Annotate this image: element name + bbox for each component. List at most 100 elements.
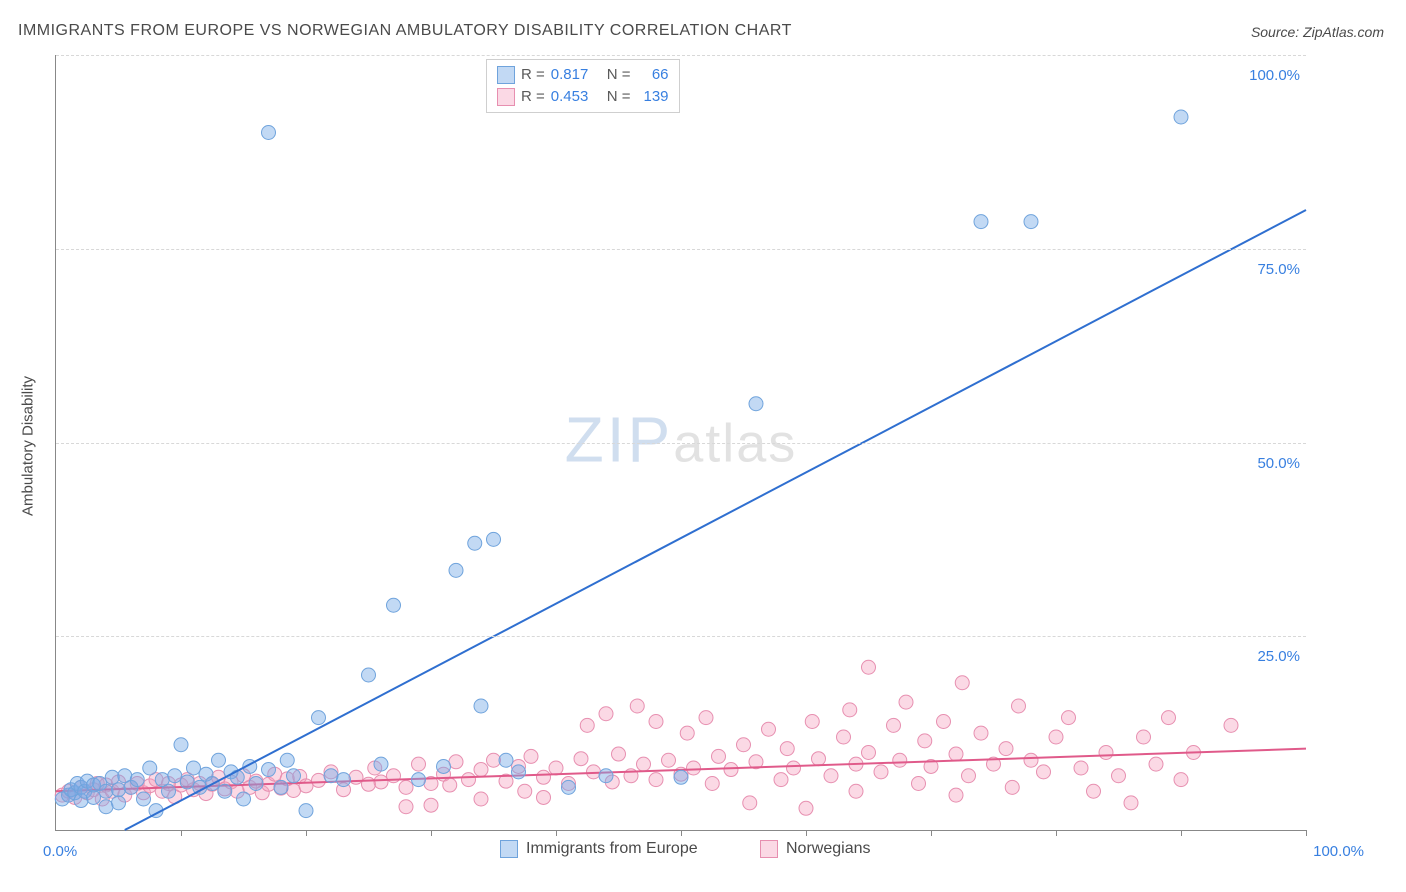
x-tick-label-left: 0.0% <box>43 843 77 860</box>
x-tick-label-right: 100.0% <box>1313 843 1364 860</box>
y-axis-label: Ambulatory Disability <box>20 376 37 516</box>
scatter-point-blue <box>312 711 326 725</box>
scatter-point-blue <box>362 668 376 682</box>
scatter-point-blue <box>280 753 294 767</box>
scatter-point-blue <box>99 784 113 798</box>
scatter-point-pink <box>780 742 794 756</box>
scatter-point-pink <box>424 798 438 812</box>
scatter-point-pink <box>812 752 826 766</box>
stats-legend: R = 0.817 N = 66 R = 0.453 N = 139 <box>486 59 680 113</box>
scatter-point-pink <box>524 749 538 763</box>
x-tick-mark <box>1306 830 1307 836</box>
scatter-point-blue <box>562 780 576 794</box>
y-tick-label: 75.0% <box>1257 261 1300 278</box>
x-tick-mark <box>181 830 182 836</box>
x-tick-mark <box>431 830 432 836</box>
scatter-point-pink <box>849 784 863 798</box>
scatter-point-pink <box>312 773 326 787</box>
scatter-point-blue <box>137 792 151 806</box>
scatter-point-pink <box>962 769 976 783</box>
scatter-point-blue <box>299 804 313 818</box>
gridline <box>56 443 1306 444</box>
scatter-point-blue <box>974 215 988 229</box>
n-label: N = <box>607 64 631 86</box>
scatter-point-pink <box>612 747 626 761</box>
scatter-point-pink <box>737 738 751 752</box>
scatter-point-blue <box>249 777 263 791</box>
series-label: Norwegians <box>786 840 870 858</box>
scatter-point-pink <box>649 715 663 729</box>
scatter-point-pink <box>837 730 851 744</box>
scatter-point-pink <box>899 695 913 709</box>
scatter-point-pink <box>912 777 926 791</box>
gridline <box>56 636 1306 637</box>
scatter-point-blue <box>218 784 232 798</box>
scatter-point-pink <box>1037 765 1051 779</box>
scatter-point-pink <box>537 770 551 784</box>
scatter-point-blue <box>749 397 763 411</box>
r-value: 0.817 <box>551 64 601 86</box>
scatter-point-blue <box>187 761 201 775</box>
scatter-point-pink <box>518 784 532 798</box>
scatter-point-pink <box>1149 757 1163 771</box>
scatter-point-pink <box>630 699 644 713</box>
scatter-point-blue <box>387 598 401 612</box>
scatter-point-pink <box>287 783 301 797</box>
scatter-point-blue <box>337 773 351 787</box>
scatter-point-pink <box>1137 730 1151 744</box>
scatter-point-pink <box>474 763 488 777</box>
scatter-point-blue <box>262 126 276 140</box>
scatter-point-blue <box>237 792 251 806</box>
legend-swatch-blue-icon <box>500 840 518 858</box>
series-legend-blue: Immigrants from Europe <box>500 840 698 858</box>
scatter-point-pink <box>549 761 563 775</box>
scatter-point-pink <box>687 761 701 775</box>
scatter-point-pink <box>762 722 776 736</box>
scatter-point-blue <box>287 769 301 783</box>
scatter-point-blue <box>274 780 288 794</box>
scatter-point-pink <box>662 753 676 767</box>
scatter-point-pink <box>443 778 457 792</box>
plot-area: ZIPatlas R = 0.817 N = 66 R = 0.453 N = … <box>55 55 1306 831</box>
x-tick-mark <box>556 830 557 836</box>
legend-swatch-blue <box>497 66 515 84</box>
scatter-point-pink <box>574 752 588 766</box>
scatter-point-blue <box>374 757 388 771</box>
scatter-point-blue <box>112 796 126 810</box>
scatter-point-pink <box>374 775 388 789</box>
scatter-point-pink <box>599 707 613 721</box>
scatter-point-blue <box>474 699 488 713</box>
scatter-point-pink <box>1112 769 1126 783</box>
scatter-point-pink <box>349 770 363 784</box>
scatter-point-blue <box>105 770 119 784</box>
source-label: Source: ZipAtlas.com <box>1251 24 1384 40</box>
scatter-point-blue <box>212 753 226 767</box>
scatter-point-pink <box>824 769 838 783</box>
y-tick-label: 25.0% <box>1257 648 1300 665</box>
scatter-point-blue <box>324 769 338 783</box>
x-tick-mark <box>1181 830 1182 836</box>
scatter-point-blue <box>130 773 144 787</box>
scatter-point-pink <box>712 749 726 763</box>
scatter-point-pink <box>637 757 651 771</box>
r-label: R = <box>521 86 545 108</box>
scatter-point-blue <box>1024 215 1038 229</box>
scatter-point-pink <box>699 711 713 725</box>
series-legend-pink: Norwegians <box>760 840 870 858</box>
scatter-point-blue <box>412 773 426 787</box>
scatter-point-pink <box>843 703 857 717</box>
scatter-point-pink <box>999 742 1013 756</box>
scatter-point-pink <box>937 715 951 729</box>
n-value: 139 <box>637 86 669 108</box>
scatter-point-blue <box>262 763 276 777</box>
scatter-point-pink <box>462 773 476 787</box>
scatter-point-blue <box>674 770 688 784</box>
scatter-point-pink <box>580 718 594 732</box>
y-axis-label-container: Ambulatory Disability <box>20 306 37 446</box>
scatter-point-pink <box>1099 746 1113 760</box>
scatter-point-pink <box>774 773 788 787</box>
scatter-point-pink <box>487 753 501 767</box>
scatter-point-pink <box>1012 699 1026 713</box>
scatter-point-pink <box>799 801 813 815</box>
scatter-point-pink <box>949 747 963 761</box>
